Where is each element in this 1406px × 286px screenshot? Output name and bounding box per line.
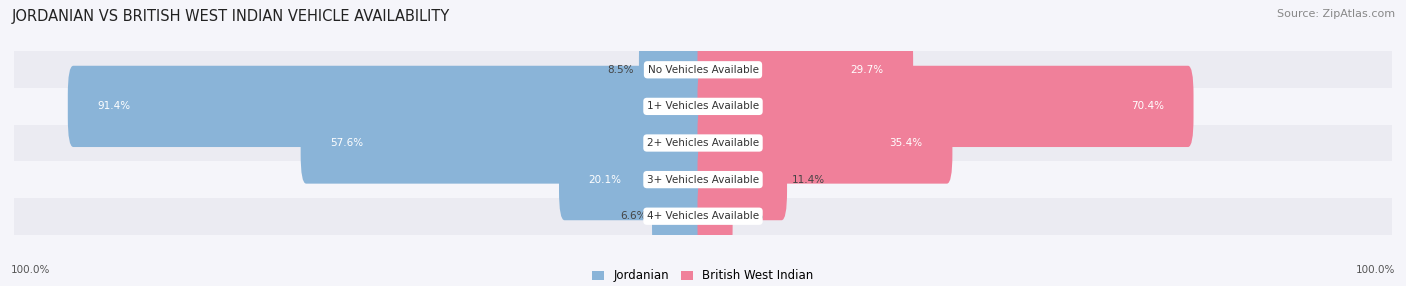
Text: 100.0%: 100.0% (1355, 265, 1395, 275)
Text: 29.7%: 29.7% (851, 65, 883, 75)
Text: No Vehicles Available: No Vehicles Available (648, 65, 758, 75)
Text: 11.4%: 11.4% (792, 175, 825, 184)
Bar (14, 51, 1392, 88)
FancyBboxPatch shape (697, 102, 952, 184)
Text: Source: ZipAtlas.com: Source: ZipAtlas.com (1277, 9, 1395, 19)
Bar (14, 198, 1392, 235)
Legend: Jordanian, British West Indian: Jordanian, British West Indian (588, 265, 818, 286)
FancyBboxPatch shape (652, 176, 709, 257)
FancyBboxPatch shape (638, 29, 709, 110)
Text: 57.6%: 57.6% (330, 138, 363, 148)
Text: 6.6%: 6.6% (620, 211, 647, 221)
FancyBboxPatch shape (67, 66, 709, 147)
FancyBboxPatch shape (560, 139, 709, 220)
Text: 70.4%: 70.4% (1130, 102, 1164, 111)
Text: 20.1%: 20.1% (589, 175, 621, 184)
Text: 8.5%: 8.5% (607, 65, 634, 75)
Bar (14, 125, 1392, 161)
Text: 3+ Vehicles Available: 3+ Vehicles Available (647, 175, 759, 184)
FancyBboxPatch shape (301, 102, 709, 184)
FancyBboxPatch shape (697, 139, 787, 220)
Text: 35.4%: 35.4% (890, 138, 922, 148)
Text: 2+ Vehicles Available: 2+ Vehicles Available (647, 138, 759, 148)
Text: 100.0%: 100.0% (11, 265, 51, 275)
Text: 4+ Vehicles Available: 4+ Vehicles Available (647, 211, 759, 221)
Bar (14, 161, 1392, 198)
FancyBboxPatch shape (697, 176, 733, 257)
Text: 3.5%: 3.5% (738, 211, 763, 221)
Text: 1+ Vehicles Available: 1+ Vehicles Available (647, 102, 759, 111)
Bar (14, 88, 1392, 125)
Text: 91.4%: 91.4% (97, 102, 131, 111)
FancyBboxPatch shape (697, 66, 1194, 147)
Text: JORDANIAN VS BRITISH WEST INDIAN VEHICLE AVAILABILITY: JORDANIAN VS BRITISH WEST INDIAN VEHICLE… (11, 9, 450, 23)
FancyBboxPatch shape (697, 29, 912, 110)
